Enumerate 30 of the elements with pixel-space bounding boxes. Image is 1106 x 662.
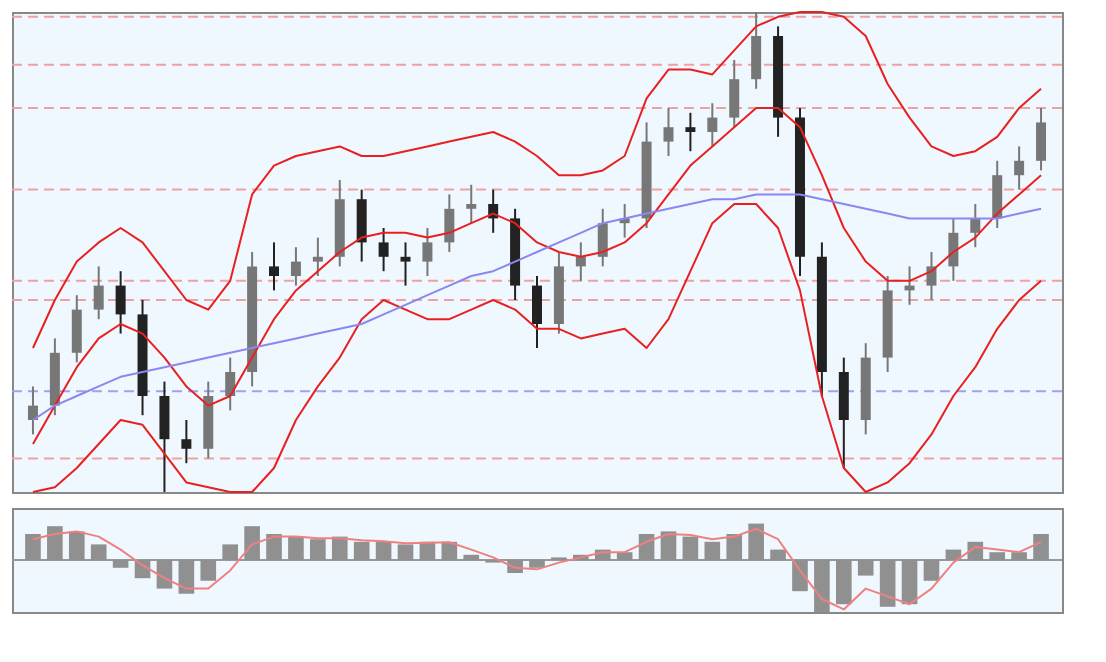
candlestick <box>115 270 126 335</box>
candlestick <box>685 111 696 153</box>
candlestick <box>422 227 433 277</box>
candlestick <box>970 203 981 249</box>
candlestick <box>532 275 542 349</box>
candlestick <box>751 11 762 90</box>
candlestick <box>378 227 389 273</box>
candlestick <box>93 265 104 321</box>
candlestick <box>71 294 82 364</box>
candlestick <box>597 207 608 268</box>
candlestick <box>1014 145 1025 191</box>
candlestick <box>466 183 477 225</box>
candlestick <box>181 419 192 465</box>
candlestick <box>575 241 586 282</box>
candlestick <box>926 251 937 301</box>
candlestick <box>312 236 323 277</box>
candlestick <box>400 241 411 287</box>
candlestick <box>1036 107 1047 172</box>
candlestick <box>992 159 1003 229</box>
candlestick <box>356 188 367 263</box>
candlestick <box>729 59 740 129</box>
candlestick <box>838 356 849 469</box>
candlestick <box>663 107 674 157</box>
candlestick <box>948 217 959 282</box>
candlestick <box>290 246 301 287</box>
candlestick <box>159 380 170 493</box>
candlestick <box>707 102 718 148</box>
candlestick <box>225 356 236 412</box>
candlestick <box>269 241 280 292</box>
candlestick <box>444 193 455 253</box>
